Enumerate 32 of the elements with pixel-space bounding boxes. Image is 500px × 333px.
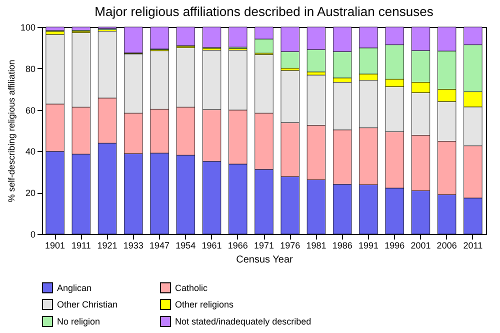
x-tick-label: 1991 bbox=[358, 240, 378, 250]
legend-label: Catholic bbox=[175, 282, 208, 293]
x-tick-label: 1971 bbox=[254, 240, 274, 250]
x-tick-label: 1947 bbox=[150, 240, 170, 250]
legend-label: Anglican bbox=[57, 282, 92, 293]
y-tick-label: 80 bbox=[25, 64, 36, 74]
x-axis-title: Census Year bbox=[236, 254, 294, 266]
legend-label: No religion bbox=[57, 316, 100, 326]
x-tick-label: 2011 bbox=[463, 240, 483, 250]
legend-label: Other Christian bbox=[57, 300, 118, 310]
y-tick-label: 60 bbox=[25, 105, 36, 116]
x-tick-label: 1986 bbox=[332, 240, 352, 250]
x-tick-label: 2001 bbox=[410, 240, 431, 250]
x-tick-label: 1911 bbox=[71, 240, 91, 250]
x-tick-label: 1954 bbox=[176, 240, 196, 250]
x-tick-label: 1921 bbox=[97, 240, 118, 250]
y-axis-title: % self-describing religious affiliation bbox=[6, 60, 16, 202]
y-tick-label: 40 bbox=[25, 146, 36, 157]
y-tick-label: 20 bbox=[25, 188, 36, 198]
x-tick-label: 1901 bbox=[45, 240, 66, 250]
x-tick-label: 1961 bbox=[202, 240, 222, 250]
x-tick-label: 1981 bbox=[306, 240, 326, 250]
x-tick-label: 1976 bbox=[280, 240, 300, 250]
y-tick-label: 100 bbox=[20, 22, 36, 32]
x-tick-label: 1933 bbox=[123, 240, 144, 250]
y-tick-label: 0 bbox=[30, 230, 36, 240]
x-tick-label: 2006 bbox=[436, 240, 457, 250]
x-tick-label: 1966 bbox=[228, 240, 248, 250]
chart-title: Major religious affiliations described in Australian censuses bbox=[94, 4, 434, 19]
legend-label: Other religions bbox=[175, 300, 234, 310]
legend-label: Not stated/inadequately described bbox=[175, 316, 312, 326]
x-tick-label: 1996 bbox=[384, 240, 405, 250]
